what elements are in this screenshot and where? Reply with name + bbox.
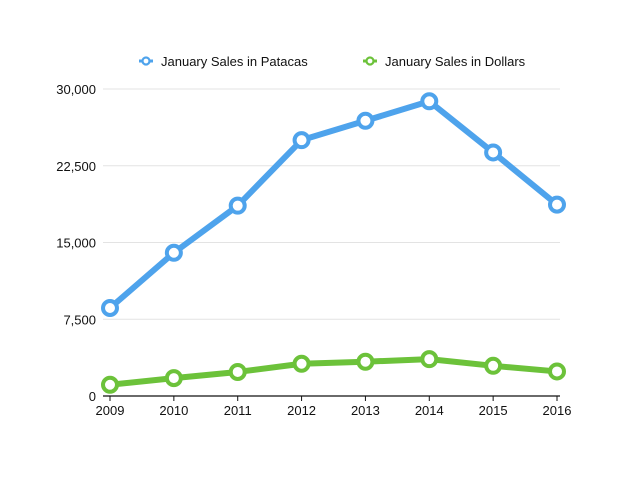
data-point: [228, 196, 247, 215]
x-axis: 2009 2010 2011 2012 2013 2014 2015 2016: [96, 395, 572, 418]
y-tick-label: 22,500: [56, 159, 96, 174]
data-point: [420, 92, 439, 111]
series-2: [101, 350, 566, 394]
x-tick-label: 2013: [351, 403, 380, 418]
x-tick-label: 2015: [479, 403, 508, 418]
data-point: [420, 350, 439, 369]
data-point: [164, 369, 183, 388]
x-tick-label: 2010: [159, 403, 188, 418]
y-tick-label: 15,000: [56, 236, 96, 251]
legend-swatch-marker: [141, 56, 151, 66]
x-tick-label: 2009: [96, 403, 125, 418]
gridlines: [103, 88, 560, 320]
y-tick-label: 0: [89, 389, 96, 404]
data-point: [292, 354, 311, 373]
legend-swatch-marker: [365, 56, 375, 66]
data-point: [228, 362, 247, 381]
y-axis: 0 7,500 15,000 22,500 30,000: [56, 82, 96, 404]
y-tick-label: 7,500: [63, 312, 96, 327]
data-point: [101, 375, 119, 394]
data-point: [548, 195, 566, 214]
legend-label: January Sales in Dollars: [385, 54, 526, 69]
x-tick-label: 2012: [287, 403, 316, 418]
chart-legend: January Sales in Patacas January Sales in…: [139, 54, 526, 69]
data-point: [164, 243, 183, 262]
series-line: [107, 98, 560, 311]
x-tick-label: 2016: [543, 403, 572, 418]
data-point: [101, 298, 119, 317]
series-group: [101, 92, 566, 394]
y-tick-label: 30,000: [56, 82, 96, 97]
data-point: [356, 111, 375, 130]
legend-item: January Sales in Dollars: [363, 54, 526, 69]
legend-item: January Sales in Patacas: [139, 54, 308, 69]
x-tick-label: 2014: [415, 403, 444, 418]
series-1: [101, 92, 566, 317]
x-tick-label: 2011: [224, 403, 252, 418]
data-point: [548, 362, 566, 381]
series-line: [107, 356, 560, 388]
data-point: [484, 356, 503, 375]
data-point: [356, 352, 375, 371]
data-point: [292, 131, 311, 150]
data-point: [484, 143, 503, 162]
legend-label: January Sales in Patacas: [161, 54, 308, 69]
